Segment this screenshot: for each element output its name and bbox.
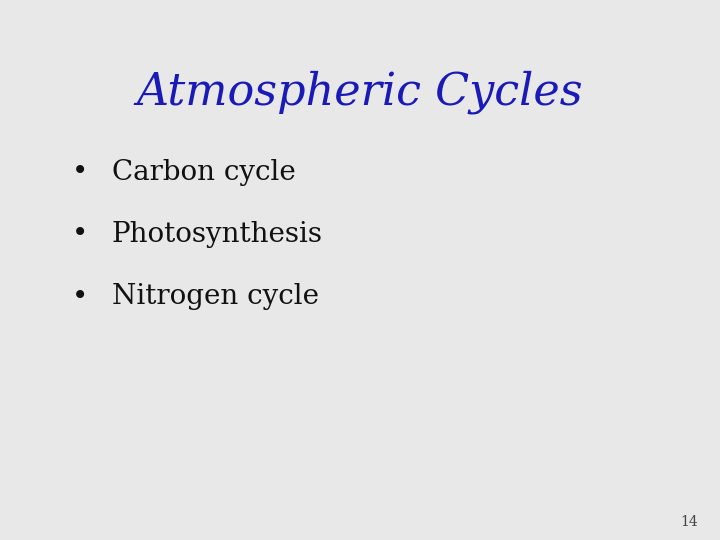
Text: Atmospheric Cycles: Atmospheric Cycles <box>137 70 583 114</box>
Text: •: • <box>72 159 89 186</box>
Text: •: • <box>72 284 89 310</box>
Text: Carbon cycle: Carbon cycle <box>112 159 295 186</box>
Text: Nitrogen cycle: Nitrogen cycle <box>112 284 319 310</box>
Text: •: • <box>72 221 89 248</box>
Text: 14: 14 <box>680 515 698 529</box>
Text: Photosynthesis: Photosynthesis <box>112 221 323 248</box>
